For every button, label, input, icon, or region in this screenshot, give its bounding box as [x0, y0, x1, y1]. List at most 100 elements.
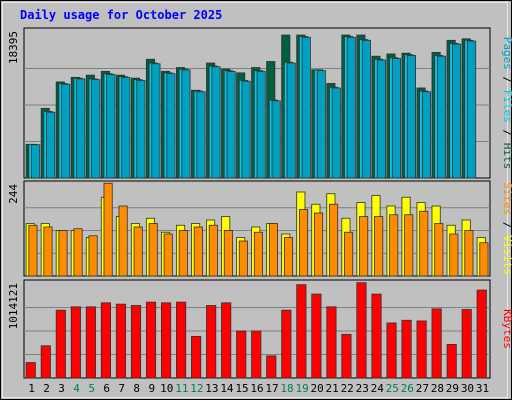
bar-kbytes-day-8 — [130, 305, 142, 379]
bar-pages-day-24 — [376, 59, 386, 179]
bar-kbytes-day-27 — [416, 320, 427, 379]
x-tick-label-day-2: 2 — [43, 382, 50, 395]
bar-pages-day-18 — [286, 62, 296, 179]
y-tick-label: 18395 — [7, 31, 20, 64]
bar-pages-day-15 — [241, 80, 251, 179]
x-tick-label-day-10: 10 — [160, 382, 173, 395]
bar-pages-day-17 — [271, 100, 281, 179]
bar-pages-day-14 — [226, 70, 236, 179]
bar-sites-day-8 — [133, 226, 143, 277]
x-tick-label-day-15: 15 — [235, 382, 248, 395]
x-tick-label-day-20: 20 — [311, 382, 324, 395]
bar-sites-day-15 — [238, 240, 248, 277]
bar-sites-day-11 — [178, 230, 188, 277]
x-tick-label-day-13: 13 — [205, 382, 218, 395]
bar-kbytes-day-6 — [100, 302, 111, 379]
x-tick-label-day-14: 14 — [220, 382, 234, 395]
bar-pages-day-7 — [121, 76, 131, 179]
legend-sites: Sites — [501, 182, 512, 215]
x-tick-label-day-6: 6 — [103, 382, 110, 395]
x-tick-label-day-30: 30 — [461, 382, 474, 395]
bar-kbytes-day-20 — [311, 293, 322, 379]
bar-pages-day-11 — [181, 69, 191, 179]
bar-kbytes-day-9 — [145, 301, 157, 379]
x-tick-label-day-12: 12 — [190, 382, 203, 395]
bar-kbytes-day-30 — [461, 309, 472, 379]
bar-kbytes-day-24 — [371, 293, 382, 379]
bar-pages-day-2 — [46, 111, 56, 179]
bar-pages-day-12 — [196, 91, 206, 179]
bar-kbytes-day-26 — [401, 319, 412, 379]
bar-kbytes-day-10 — [160, 302, 172, 379]
bar-kbytes-day-25 — [386, 322, 397, 379]
bar-pages-day-21 — [331, 87, 341, 179]
chart-title: Daily usage for October 2025 — [20, 8, 222, 22]
bar-sites-day-9 — [148, 223, 158, 277]
panel-kbytes: 1014121 KBytes — [7, 279, 512, 379]
bar-pages-day-28 — [436, 55, 447, 179]
bar-kbytes-day-18 — [281, 309, 292, 379]
bar-pages-day-4 — [76, 78, 86, 179]
bar-sites-day-18 — [283, 237, 294, 277]
bar-sites-day-4 — [73, 228, 83, 277]
x-tick-label-day-25: 25 — [386, 382, 399, 395]
bar-pages-day-25 — [391, 58, 401, 179]
bar-sites-day-1 — [28, 224, 38, 277]
x-tick-label-day-19: 19 — [295, 382, 308, 395]
bar-sites-day-13 — [208, 224, 218, 277]
bar-pages-day-20 — [316, 70, 326, 179]
bar-sites-day-14 — [223, 230, 233, 277]
bar-sites-day-5 — [88, 235, 98, 277]
bar-kbytes-day-2 — [40, 345, 51, 379]
panel-legend-label: KBytes — [501, 309, 512, 349]
bar-pages-day-6 — [106, 73, 116, 179]
x-tick-label-day-31: 31 — [476, 382, 489, 395]
x-tick-label-day-21: 21 — [326, 382, 339, 395]
bar-sites-day-24 — [374, 216, 384, 277]
bar-pages-day-23 — [361, 39, 371, 179]
panel-visits-sites: 244 Sites / Visits — [7, 180, 512, 277]
bar-pages-day-5 — [91, 79, 101, 179]
bar-pages-day-22 — [346, 36, 356, 179]
bar-sites-day-6 — [103, 182, 113, 277]
bar-sites-day-23 — [359, 216, 369, 277]
x-tick-label-day-9: 9 — [148, 382, 155, 395]
bar-kbytes-day-19 — [296, 284, 307, 379]
bar-sites-day-3 — [58, 230, 68, 277]
bar-sites-day-19 — [298, 209, 309, 277]
y-tick-label: 1014121 — [7, 283, 20, 329]
bar-kbytes-day-12 — [191, 335, 202, 379]
bar-pages-day-13 — [211, 66, 221, 179]
legend-separator: / — [501, 215, 512, 235]
bar-sites-day-26 — [404, 214, 414, 277]
panel-legend-label: Pages / Files / Hits — [501, 37, 512, 170]
bar-kbytes-day-23 — [356, 282, 367, 379]
bar-sites-day-10 — [163, 233, 173, 277]
x-tick-label-day-18: 18 — [280, 382, 293, 395]
x-tick-label-day-3: 3 — [58, 382, 65, 395]
bar-sites-day-20 — [314, 212, 324, 277]
bar-kbytes-day-15 — [236, 330, 247, 379]
x-tick-label-day-5: 5 — [88, 382, 95, 395]
bar-pages-day-27 — [421, 91, 432, 179]
bar-kbytes-day-22 — [341, 333, 352, 379]
bar-kbytes-day-13 — [206, 305, 217, 379]
panel-legend-label: Sites / Visits — [501, 182, 512, 275]
bar-sites-day-12 — [193, 226, 203, 277]
x-tick-label-day-17: 17 — [265, 382, 278, 395]
bar-kbytes-day-11 — [176, 301, 187, 379]
bar-kbytes-day-3 — [55, 309, 66, 379]
legend-pages: Pages — [501, 37, 512, 70]
bar-sites-day-28 — [434, 223, 444, 277]
legend-separator: / — [501, 70, 512, 90]
x-tick-label-day-27: 27 — [416, 382, 429, 395]
bar-sites-day-7 — [118, 205, 128, 277]
x-tick-label-day-7: 7 — [118, 382, 125, 395]
chart-panels: 18395 Pages / Files / Hits 244 Sites / Visi… — [7, 27, 512, 379]
bar-pages-day-29 — [452, 43, 462, 179]
bar-pages-day-9 — [151, 63, 161, 179]
bar-pages-day-30 — [467, 40, 477, 179]
bar-sites-day-16 — [253, 231, 263, 277]
x-axis-labels: 1 2 3 4 5 6 7 8 9 10 11 12 13 14 15 16 17 18 19 20 21 22 23 24 2… — [28, 382, 489, 395]
legend-separator: / — [501, 123, 512, 143]
